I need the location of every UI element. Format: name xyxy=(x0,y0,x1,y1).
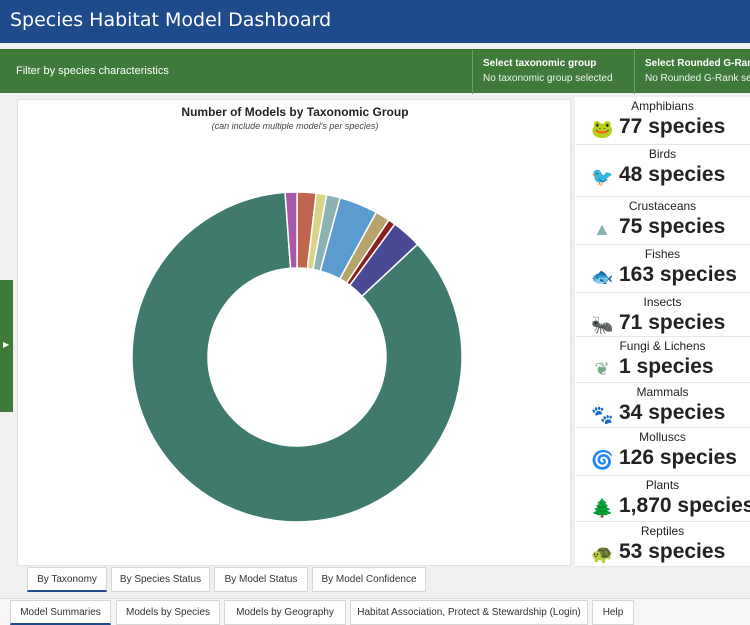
species-count: 53 species xyxy=(619,540,726,563)
tab-models-by-geography[interactable]: Models by Geography xyxy=(224,600,346,625)
species-item[interactable]: Crustaceans ▲ 75 species xyxy=(575,197,750,245)
species-count: 48 species xyxy=(619,163,726,186)
species-group-name: Insects xyxy=(643,295,682,309)
filter-label: Filter by species characteristics xyxy=(16,65,169,77)
species-count: 75 species xyxy=(619,215,726,238)
side-panel-toggle[interactable]: ▶ xyxy=(0,280,13,412)
turtle-icon: 🐢 xyxy=(591,544,614,564)
shell-icon: 🌀 xyxy=(591,450,614,470)
page-title: Species Habitat Model Dashboard xyxy=(10,9,332,31)
species-group-name: Mammals xyxy=(636,385,689,399)
species-item[interactable]: Birds 🐦 48 species xyxy=(575,145,750,197)
species-item[interactable]: Mammals 🐾 34 species xyxy=(575,383,750,428)
species-count: 77 species xyxy=(619,115,726,138)
lichen-icon: ❦ xyxy=(594,359,610,379)
pie-slice[interactable] xyxy=(131,191,463,523)
chart-subtitle: (can include multiple model's per specie… xyxy=(211,121,379,131)
taxonomic-group-heading: Select taxonomic group xyxy=(483,58,597,69)
main-nav-tabs: Model Summaries Models by Species Models… xyxy=(0,598,750,625)
tab-help[interactable]: Help xyxy=(592,600,634,625)
paw-icon: 🐾 xyxy=(591,405,614,425)
species-group-name: Plants xyxy=(645,478,680,492)
tab-by-model-status[interactable]: By Model Status xyxy=(214,567,308,592)
species-count: 126 species xyxy=(619,446,737,469)
chart-panel: Number of Models by Taxonomic Group (can… xyxy=(17,99,571,566)
ant-icon: 🐜 xyxy=(591,315,614,335)
species-group-name: Reptiles xyxy=(640,524,685,538)
species-item[interactable]: Molluscs 🌀 126 species xyxy=(575,428,750,476)
species-item[interactable]: Amphibians 🐸 77 species xyxy=(575,97,750,145)
species-count: 71 species xyxy=(619,311,726,334)
filter-bar: Filter by species characteristics Select… xyxy=(0,49,750,94)
species-group-name: Fishes xyxy=(644,247,681,261)
frog-icon: 🐸 xyxy=(591,119,614,139)
bird-icon: 🐦 xyxy=(591,167,614,187)
species-count: 163 species xyxy=(619,263,737,286)
chart-view-tabs: By Taxonomy By Species Status By Model S… xyxy=(0,567,750,594)
fish-hook-icon: 🐟 xyxy=(591,267,614,287)
species-count: 34 species xyxy=(619,401,726,424)
title-bar: Species Habitat Model Dashboard xyxy=(0,0,750,43)
species-count-panel: Amphibians 🐸 77 species Birds 🐦 48 species Cru… xyxy=(575,97,750,567)
tab-by-model-confidence[interactable]: By Model Confidence xyxy=(312,567,426,592)
species-group-name: Birds xyxy=(648,147,677,161)
tab-habitat-association[interactable]: Habitat Association, Protect & Stewardsh… xyxy=(350,600,588,625)
chart-title: Number of Models by Taxonomic Group xyxy=(181,105,409,119)
species-item[interactable]: Fishes 🐟 163 species xyxy=(575,245,750,293)
species-item[interactable]: Reptiles 🐢 53 species xyxy=(575,522,750,567)
species-item[interactable]: Fungi & Lichens ❦ 1 species xyxy=(575,337,750,383)
taxonomic-group-value: No taxonomic group selected xyxy=(483,73,613,84)
tab-by-taxonomy[interactable]: By Taxonomy xyxy=(27,567,107,592)
chevron-right-icon: ▶ xyxy=(3,340,10,349)
tree-icon: 🌲 xyxy=(591,498,614,518)
grank-value: No Rounded G-Rank selected xyxy=(645,73,750,84)
species-item[interactable]: Insects 🐜 71 species xyxy=(575,293,750,337)
species-group-name: Molluscs xyxy=(639,430,686,444)
tab-models-by-species[interactable]: Models by Species xyxy=(116,600,220,625)
species-group-name: Amphibians xyxy=(631,99,694,113)
taxonomic-group-selector[interactable]: Select taxonomic group No taxonomic grou… xyxy=(472,50,634,94)
species-group-name: Fungi & Lichens xyxy=(619,339,706,353)
grank-heading: Select Rounded G-Rank xyxy=(645,58,750,69)
species-count: 1 species xyxy=(619,355,714,378)
pie-slice[interactable] xyxy=(284,191,298,270)
tab-model-summaries[interactable]: Model Summaries xyxy=(10,600,111,625)
donut-chart xyxy=(131,191,463,523)
species-item[interactable]: Plants 🌲 1,870 species xyxy=(575,476,750,522)
species-group-name: Crustaceans xyxy=(628,199,697,213)
tab-by-species-status[interactable]: By Species Status xyxy=(111,567,210,592)
mound-icon: ▲ xyxy=(593,219,611,239)
species-count: 1,870 species xyxy=(619,494,750,517)
grank-selector[interactable]: Select Rounded G-Rank No Rounded G-Rank … xyxy=(634,50,750,94)
